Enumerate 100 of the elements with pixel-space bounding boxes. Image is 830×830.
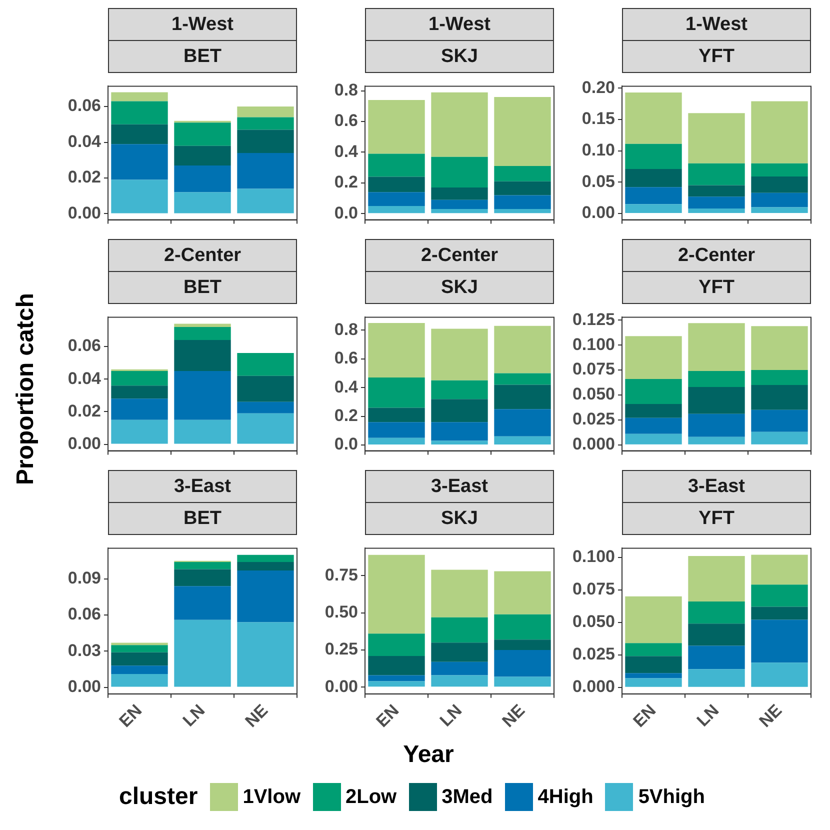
bar [431, 642, 488, 662]
bar [174, 192, 231, 214]
legend-label: 4High [538, 786, 594, 808]
bar [237, 130, 294, 153]
bar [431, 200, 488, 210]
bar [111, 124, 168, 144]
y-tick-label: 0.4 [334, 377, 359, 396]
bar [494, 676, 551, 687]
chart-title: 1-West [108, 8, 297, 41]
bar [237, 106, 294, 118]
y-tick-label: 0.06 [68, 336, 101, 356]
bar [688, 624, 745, 646]
bar [494, 436, 551, 445]
bar [625, 168, 682, 188]
y-tick-label: 0.6 [334, 111, 358, 130]
chart-title: 3-East [365, 470, 554, 503]
chart-subtitle: BET [108, 41, 297, 73]
bar [494, 409, 551, 436]
y-tick-label: 0.04 [68, 368, 102, 388]
chart-title: 3-East [622, 470, 811, 503]
bar [368, 554, 425, 634]
bar [237, 188, 294, 214]
y-tick-label: 0.02 [68, 401, 101, 420]
chart-title: 3-East [108, 470, 297, 503]
bar [751, 554, 808, 585]
bar [751, 370, 808, 385]
chart-subtitle: SKJ [365, 503, 554, 535]
bar [111, 420, 168, 444]
bar [688, 646, 745, 670]
bar [111, 652, 168, 666]
y-tick-label: 0.00 [68, 203, 101, 222]
bar [237, 153, 294, 189]
bar [368, 408, 425, 422]
bar [494, 614, 551, 640]
bar [174, 122, 231, 146]
y-tick-label: 0.100 [572, 546, 615, 566]
bar [237, 117, 294, 130]
legend-title: cluster [119, 783, 198, 811]
x-tick-label: LN [179, 700, 209, 730]
chart-subtitle: SKJ [365, 41, 554, 73]
bar [111, 674, 168, 687]
bar [237, 562, 294, 570]
bar [688, 185, 745, 197]
y-tick-label: 0.8 [334, 320, 358, 339]
y-tick-label: 0.100 [572, 334, 615, 354]
bar [368, 634, 425, 656]
bar [368, 681, 425, 687]
bar [431, 675, 488, 687]
bar [688, 602, 745, 624]
y-tick-label: 0.15 [582, 109, 615, 128]
chart-subtitle: YFT [622, 41, 811, 73]
bar [111, 92, 168, 102]
bar [431, 380, 488, 400]
bar [494, 166, 551, 182]
y-tick-label: 0.025 [572, 410, 615, 429]
bar [111, 645, 168, 652]
bar [368, 675, 425, 682]
x-axis-title: Year [402, 741, 455, 769]
x-tick-label: NE [756, 700, 786, 731]
bar [431, 188, 488, 200]
bar [494, 96, 551, 166]
bar [688, 163, 745, 186]
bar [174, 569, 231, 586]
bar [431, 92, 488, 157]
bar [625, 673, 682, 678]
y-tick-label: 0.02 [68, 168, 101, 187]
bar [368, 100, 425, 154]
bar [174, 370, 231, 420]
bar [625, 656, 682, 674]
bar [751, 606, 808, 620]
y-tick-label: 0.2 [334, 406, 358, 426]
y-tick-label: 0.03 [68, 640, 101, 660]
bar [625, 336, 682, 380]
bar [111, 642, 168, 646]
y-tick-label: 0.20 [582, 78, 615, 97]
y-tick-label: 0.06 [68, 96, 101, 116]
bar [688, 196, 745, 209]
bar [431, 617, 488, 643]
y-tick-label: 0.25 [324, 640, 358, 659]
bar [174, 620, 231, 687]
bar [431, 399, 488, 422]
y-tick-label: 0.6 [334, 348, 358, 368]
y-tick-label: 0.075 [572, 580, 615, 599]
bar [431, 328, 488, 380]
bar [174, 146, 231, 166]
bar [368, 438, 425, 445]
bar [625, 596, 682, 644]
bar [368, 322, 425, 378]
bar [751, 192, 808, 208]
bar [111, 386, 168, 399]
bar [174, 562, 231, 570]
bar [431, 570, 488, 618]
bar [237, 554, 294, 562]
bar [431, 662, 488, 676]
y-tick-label: 0.00 [68, 434, 101, 453]
bar [368, 192, 425, 206]
y-tick-label: 0.0 [334, 434, 358, 454]
bar [431, 440, 488, 445]
bar [494, 195, 551, 210]
bar [111, 180, 168, 214]
